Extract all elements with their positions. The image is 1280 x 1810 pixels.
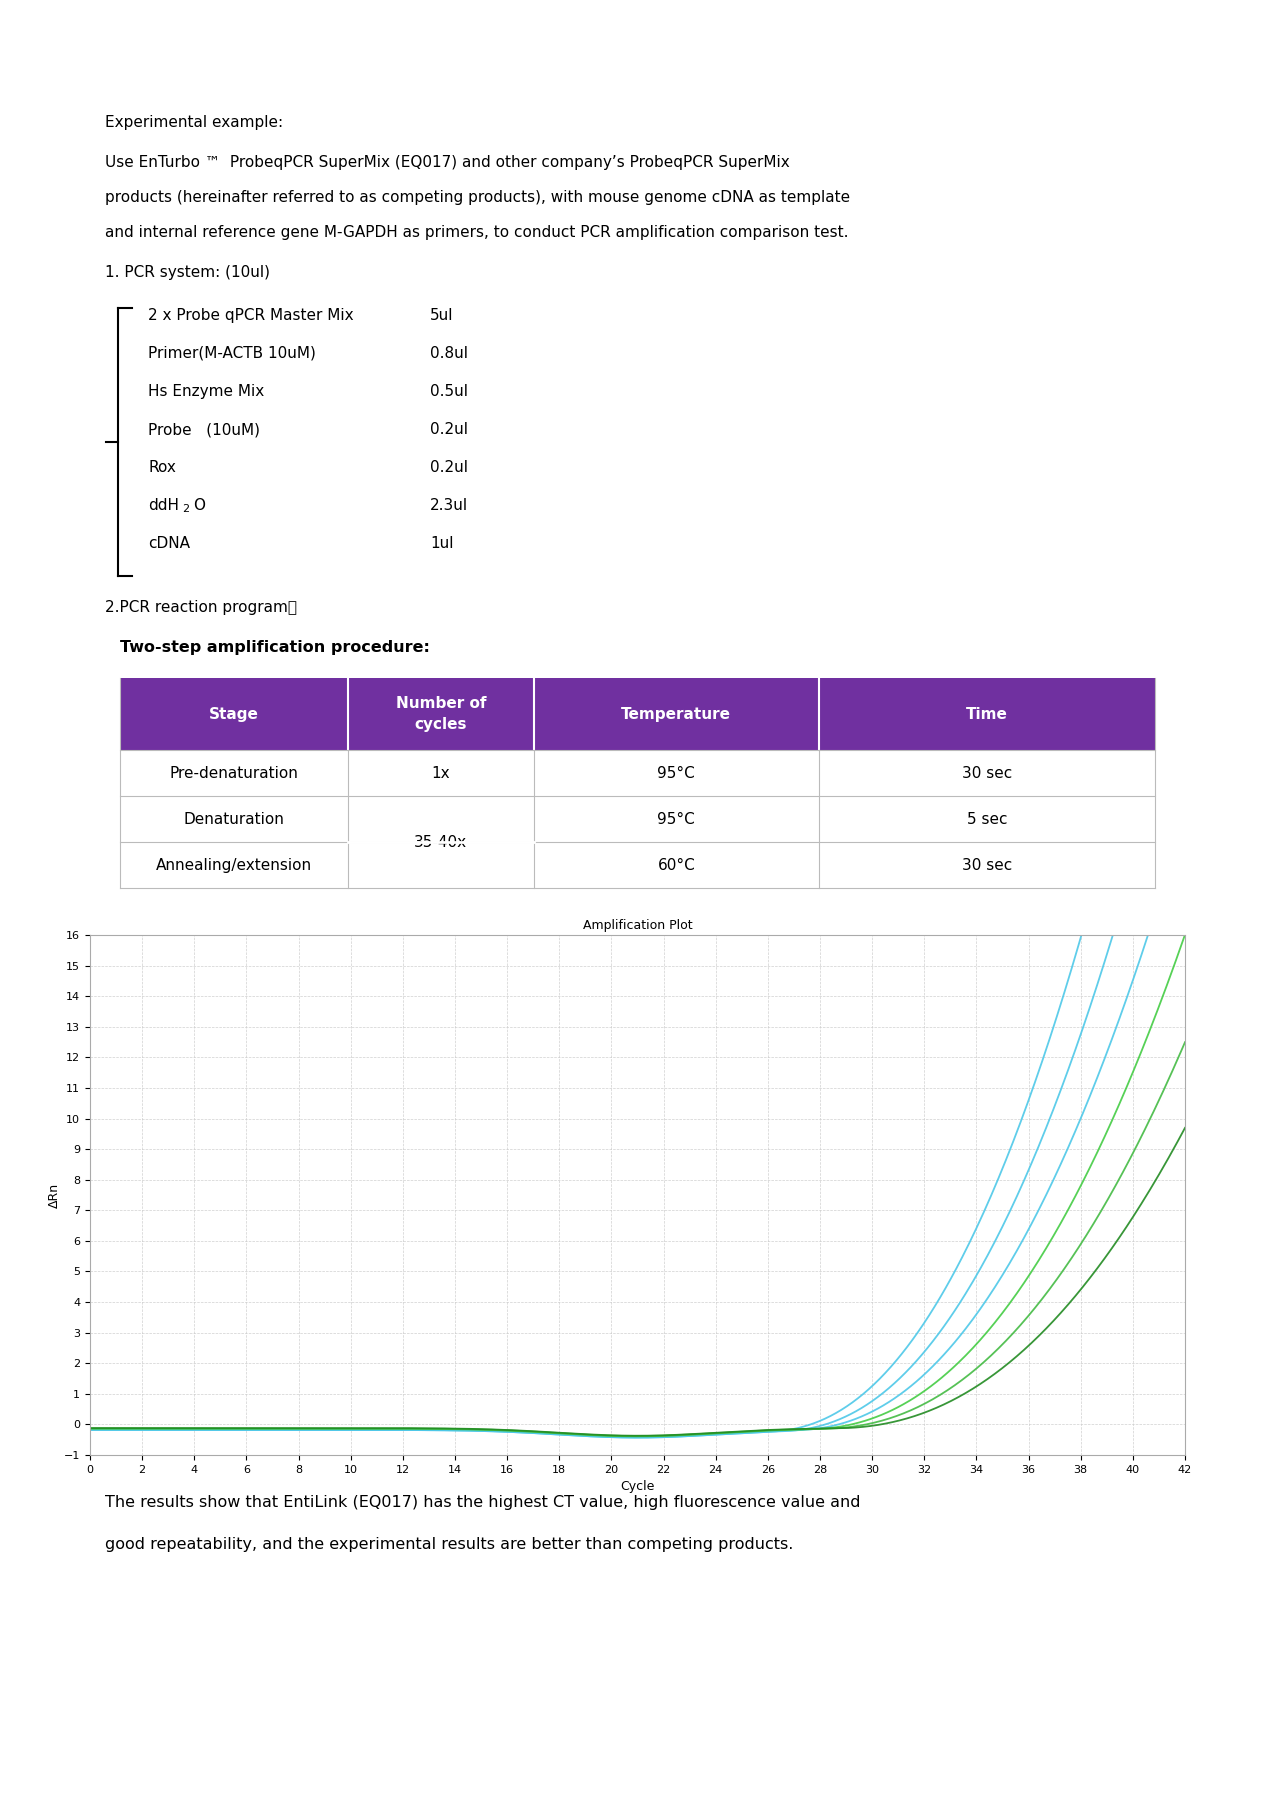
Text: Annealing/extension: Annealing/extension: [156, 858, 312, 872]
Text: 2 x Probe qPCR Master Mix: 2 x Probe qPCR Master Mix: [148, 308, 353, 322]
Text: 95°C: 95°C: [658, 811, 695, 827]
Text: 0.2ul: 0.2ul: [430, 460, 468, 474]
Text: Use EnTurbo ™  ProbeqPCR SuperMix (EQ017) and other company’s ProbeqPCR SuperMix: Use EnTurbo ™ ProbeqPCR SuperMix (EQ017)…: [105, 156, 790, 170]
X-axis label: Cycle: Cycle: [621, 1481, 654, 1493]
Text: 1ul: 1ul: [430, 536, 453, 550]
Text: 2.PCR reaction program：: 2.PCR reaction program：: [105, 599, 297, 615]
Text: 2.3ul: 2.3ul: [430, 498, 468, 512]
Text: Stage: Stage: [209, 706, 259, 722]
Text: O: O: [193, 498, 205, 512]
Text: Probe   (10uM): Probe (10uM): [148, 422, 260, 436]
Text: 0.8ul: 0.8ul: [430, 346, 468, 360]
Text: 3.PCR reaction result：: 3.PCR reaction result：: [105, 943, 275, 957]
Bar: [120, 679, 1155, 749]
Text: Temperature: Temperature: [621, 706, 731, 722]
Y-axis label: ΔRn: ΔRn: [49, 1182, 61, 1207]
Text: Pre-denaturation: Pre-denaturation: [169, 766, 298, 780]
Text: products (hereinafter referred to as competing products), with mouse genome cDNA: products (hereinafter referred to as com…: [105, 190, 850, 205]
Text: ddH: ddH: [148, 498, 179, 512]
Text: 95°C: 95°C: [658, 766, 695, 780]
Text: 5 sec: 5 sec: [966, 811, 1007, 827]
Text: Two-step amplification procedure:: Two-step amplification procedure:: [120, 641, 430, 655]
Text: 30 sec: 30 sec: [961, 858, 1012, 872]
Text: 35-40x: 35-40x: [415, 834, 467, 849]
Text: and internal reference gene M-GAPDH as primers, to conduct PCR amplification com: and internal reference gene M-GAPDH as p…: [105, 224, 849, 241]
Text: 0.2ul: 0.2ul: [430, 422, 468, 436]
Text: Experimental example:: Experimental example:: [105, 116, 283, 130]
Text: 0.5ul: 0.5ul: [430, 384, 468, 398]
Text: Rox: Rox: [148, 460, 175, 474]
Text: 60°C: 60°C: [658, 858, 695, 872]
Text: Number of
cycles: Number of cycles: [396, 697, 486, 731]
Text: 1x: 1x: [431, 766, 451, 780]
Text: Time: Time: [966, 706, 1007, 722]
Text: 30 sec: 30 sec: [961, 766, 1012, 780]
Text: 1. PCR system: (10ul): 1. PCR system: (10ul): [105, 264, 270, 281]
Title: Amplification Plot: Amplification Plot: [582, 919, 692, 932]
Text: The results show that EntiLink (EQ017) has the highest CT value, high fluorescen: The results show that EntiLink (EQ017) h…: [105, 1495, 860, 1510]
Text: cDNA: cDNA: [148, 536, 189, 550]
Text: 2: 2: [182, 503, 189, 514]
Text: Primer(M-ACTB 10uM): Primer(M-ACTB 10uM): [148, 346, 316, 360]
Text: Hs Enzyme Mix: Hs Enzyme Mix: [148, 384, 264, 398]
Text: good repeatability, and the experimental results are better than competing produ: good repeatability, and the experimental…: [105, 1537, 794, 1551]
Text: Denaturation: Denaturation: [183, 811, 284, 827]
Text: 5ul: 5ul: [430, 308, 453, 322]
